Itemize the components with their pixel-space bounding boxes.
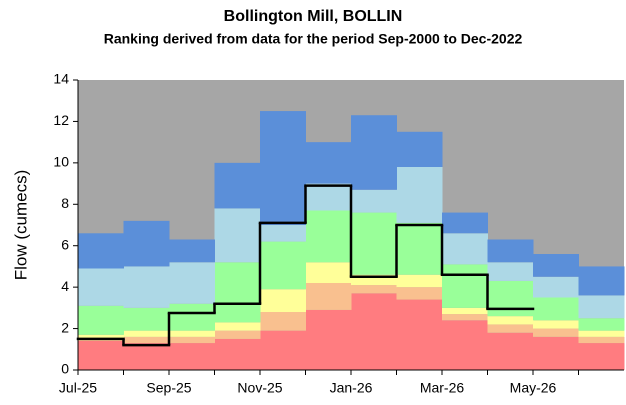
- area-segment: [442, 314, 488, 321]
- area-segment: [533, 336, 579, 370]
- y-tick-label: 2: [61, 319, 69, 335]
- area-segment: [442, 212, 488, 234]
- x-tick-label: Mar-26: [420, 380, 465, 396]
- area-segment: [351, 189, 397, 213]
- area-segment: [214, 322, 261, 331]
- area-segment: [305, 262, 352, 283]
- area-segment: [533, 276, 579, 298]
- area-segment: [578, 343, 625, 370]
- area-segment: [487, 324, 534, 333]
- area-segment: [123, 220, 170, 267]
- x-tick-label: Jul-25: [59, 380, 97, 396]
- area-segment: [396, 299, 443, 370]
- area-segment: [351, 274, 397, 286]
- x-tick-label: May-26: [510, 380, 557, 396]
- area-segment: [305, 142, 352, 184]
- chart-title: Bollington Mill, BOLLIN: [224, 8, 403, 25]
- area-segment: [123, 336, 170, 344]
- area-segment: [533, 254, 579, 277]
- area-segment: [487, 262, 534, 281]
- area-segment: [260, 289, 306, 312]
- area-segment: [169, 262, 215, 304]
- area-segment: [533, 320, 579, 329]
- area-segment: [396, 167, 443, 223]
- y-tick-label: 0: [61, 361, 69, 377]
- area-segment: [578, 295, 625, 319]
- area-segment: [214, 338, 261, 370]
- chart-subtitle: Ranking derived from data for the period…: [104, 31, 523, 47]
- area-segment: [442, 307, 488, 315]
- area-segment: [396, 222, 443, 275]
- area-segment: [305, 210, 352, 263]
- area-segment: [123, 307, 170, 331]
- area-segment: [214, 162, 261, 209]
- area-segment: [260, 111, 306, 225]
- area-segment: [214, 208, 261, 263]
- area-segment: [260, 225, 306, 242]
- area-segment: [123, 266, 170, 308]
- y-tick-label: 14: [53, 71, 69, 87]
- area-segment: [487, 332, 534, 370]
- area-segment: [578, 266, 625, 296]
- area-segment: [78, 305, 124, 335]
- area-segment: [169, 239, 215, 263]
- area-segment: [351, 293, 397, 370]
- y-tick-label: 4: [61, 278, 69, 294]
- area-segment: [533, 328, 579, 337]
- area-segment: [305, 183, 352, 211]
- y-tick-label: 12: [53, 112, 69, 128]
- x-tick-label: Nov-25: [237, 380, 282, 396]
- area-segment: [260, 241, 306, 290]
- y-tick-label: 8: [61, 195, 69, 211]
- area-segment: [78, 268, 124, 306]
- area-segment: [78, 334, 124, 339]
- area-segment: [169, 303, 215, 331]
- x-tick-label: Jan-26: [330, 380, 373, 396]
- y-tick-label: 10: [53, 154, 69, 170]
- area-segment: [578, 318, 625, 331]
- area-segment: [214, 262, 261, 323]
- area-segment: [169, 343, 215, 370]
- area-segment: [442, 233, 488, 265]
- area-segment: [396, 287, 443, 300]
- area-segment: [351, 115, 397, 190]
- x-tick-label: Sep-25: [146, 380, 191, 396]
- area-segment: [396, 131, 443, 167]
- area-segment: [260, 330, 306, 370]
- area-segment: [533, 297, 579, 321]
- area-segment: [78, 341, 124, 370]
- area-segment: [169, 330, 215, 337]
- area-segment: [123, 330, 170, 337]
- area-segment: [305, 309, 352, 370]
- area-segment: [442, 320, 488, 370]
- y-axis-label: Flow (cumecs): [11, 170, 30, 281]
- area-segment: [305, 283, 352, 310]
- area-segment: [487, 316, 534, 325]
- area-segment: [578, 330, 625, 337]
- y-tick-label: 6: [61, 236, 69, 252]
- area-segment: [351, 285, 397, 294]
- area-segment: [396, 274, 443, 288]
- area-segment: [169, 336, 215, 344]
- area-segment: [487, 280, 534, 317]
- area-segment: [487, 239, 534, 263]
- area-segment: [578, 336, 625, 344]
- area-segment: [78, 233, 124, 269]
- area-segment: [351, 212, 397, 275]
- area-segment: [260, 312, 306, 331]
- area-segment: [214, 330, 261, 339]
- area-segment: [123, 343, 170, 370]
- area-segment: [442, 264, 488, 308]
